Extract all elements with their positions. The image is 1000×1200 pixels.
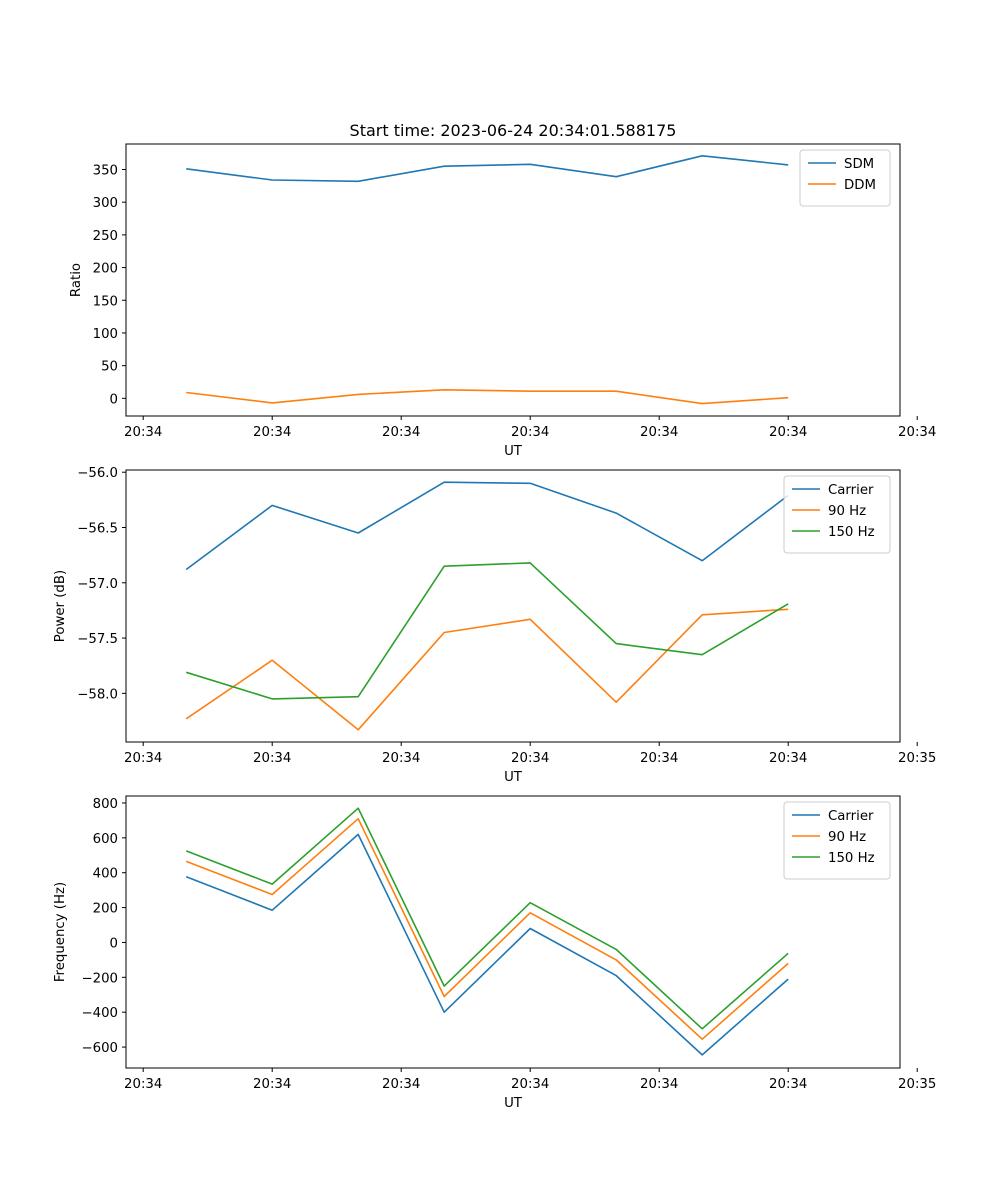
legend-box <box>799 149 891 207</box>
legend-label: SDM <box>844 157 874 172</box>
legend: SDM DDM <box>799 149 891 207</box>
series-line-1 <box>186 155 789 183</box>
x-axis-label: UT <box>504 770 523 785</box>
x-tick-label: 20:34 <box>382 751 420 766</box>
legend-label: Carrier <box>828 809 874 824</box>
y-tick-label: 100 <box>93 327 118 342</box>
y-tick-label: −57.0 <box>77 577 118 592</box>
subplot-1: 20:34 20:34 20:34 20:34 20:34 20:34 20:34 0 50 10… <box>69 143 936 459</box>
x-tick-label: 20:34 <box>769 425 807 440</box>
x-tick-label: 20:34 <box>253 425 291 440</box>
x-tick-label: 20:34 <box>511 1077 549 1092</box>
x-tick-label: 20:34 <box>124 425 162 440</box>
x-tick-label: 20:34 <box>124 751 162 766</box>
series-line-2 <box>185 608 789 731</box>
legend-label: 150 Hz <box>828 851 875 866</box>
x-tick-label: 20:34 <box>253 751 291 766</box>
y-axis-label: Ratio <box>69 263 84 297</box>
x-tick-label: 20:34 <box>511 425 549 440</box>
legend-label: 90 Hz <box>828 830 866 845</box>
x-tick-label: 20:34 <box>382 1077 420 1092</box>
y-tick-label: 250 <box>93 229 118 244</box>
y-tick-label: 350 <box>93 164 118 179</box>
series-line-2 <box>186 388 789 405</box>
y-tick-label: −56.5 <box>77 521 118 536</box>
legend: Carrier 90 Hz 150 Hz <box>783 801 891 880</box>
x-tick-label: 20:35 <box>898 751 936 766</box>
legend-label: 150 Hz <box>828 525 875 540</box>
figure-title: Start time: 2023-06-24 20:34:01.588175 <box>350 121 677 140</box>
x-axis-label: UT <box>504 444 523 459</box>
x-tick-label: 20:34 <box>898 425 936 440</box>
legend-label: 90 Hz <box>828 504 866 519</box>
x-tick-label: 20:34 <box>124 1077 162 1092</box>
y-tick-label: −600 <box>81 1041 118 1056</box>
x-tick-label: 20:34 <box>769 1077 807 1092</box>
x-tick-label: 20:34 <box>640 1077 678 1092</box>
x-tick-label: 20:34 <box>253 1077 291 1092</box>
y-tick-label: −58.0 <box>77 687 118 702</box>
y-tick-label: 50 <box>101 360 118 375</box>
x-axis-label: UT <box>504 1096 523 1111</box>
y-tick-label: −400 <box>81 1006 118 1021</box>
axes-frame <box>125 795 901 1069</box>
y-tick-label: 0 <box>110 392 118 407</box>
axes-frame <box>125 143 901 417</box>
series-line-1 <box>185 481 789 571</box>
y-tick-label: 600 <box>93 832 118 847</box>
subplot-2: 20:34 20:34 20:34 20:34 20:34 20:34 20:35 −58.0… <box>53 466 936 785</box>
subplot-3: 20:34 20:34 20:34 20:34 20:34 20:34 20:35 −600 −… <box>53 795 936 1111</box>
y-tick-label: 400 <box>93 867 118 882</box>
y-tick-label: 800 <box>93 797 118 812</box>
legend: Carrier 90 Hz 150 Hz <box>783 475 891 554</box>
x-tick-label: 20:34 <box>640 751 678 766</box>
x-tick-label: 20:34 <box>769 751 807 766</box>
y-tick-label: −200 <box>81 971 118 986</box>
legend-box <box>783 475 891 554</box>
legend-box <box>783 801 891 880</box>
legend-label: DDM <box>844 178 876 193</box>
y-tick-label: −57.5 <box>77 632 118 647</box>
x-tick-label: 20:35 <box>898 1077 936 1092</box>
series-line-1 <box>185 833 789 1056</box>
x-tick-label: 20:34 <box>382 425 420 440</box>
axes-frame <box>125 469 901 743</box>
x-tick-label: 20:34 <box>511 751 549 766</box>
series-line-2 <box>185 817 789 1040</box>
y-tick-label: 150 <box>93 294 118 309</box>
series-line-3 <box>185 807 789 1030</box>
y-tick-label: 300 <box>93 196 118 211</box>
y-axis-label: Power (dB) <box>53 570 68 642</box>
y-tick-label: −56.0 <box>77 466 118 481</box>
y-axis-label: Frequency (Hz) <box>53 882 68 982</box>
subplots: 20:34 20:34 20:34 20:34 20:34 20:34 20:34 0 50 10… <box>53 143 936 1111</box>
x-tick-label: 20:34 <box>640 425 678 440</box>
series-line-3 <box>185 562 789 700</box>
y-tick-label: 200 <box>93 262 118 277</box>
legend-label: Carrier <box>828 483 874 498</box>
y-tick-label: 0 <box>110 936 118 951</box>
y-tick-label: 200 <box>93 902 118 917</box>
